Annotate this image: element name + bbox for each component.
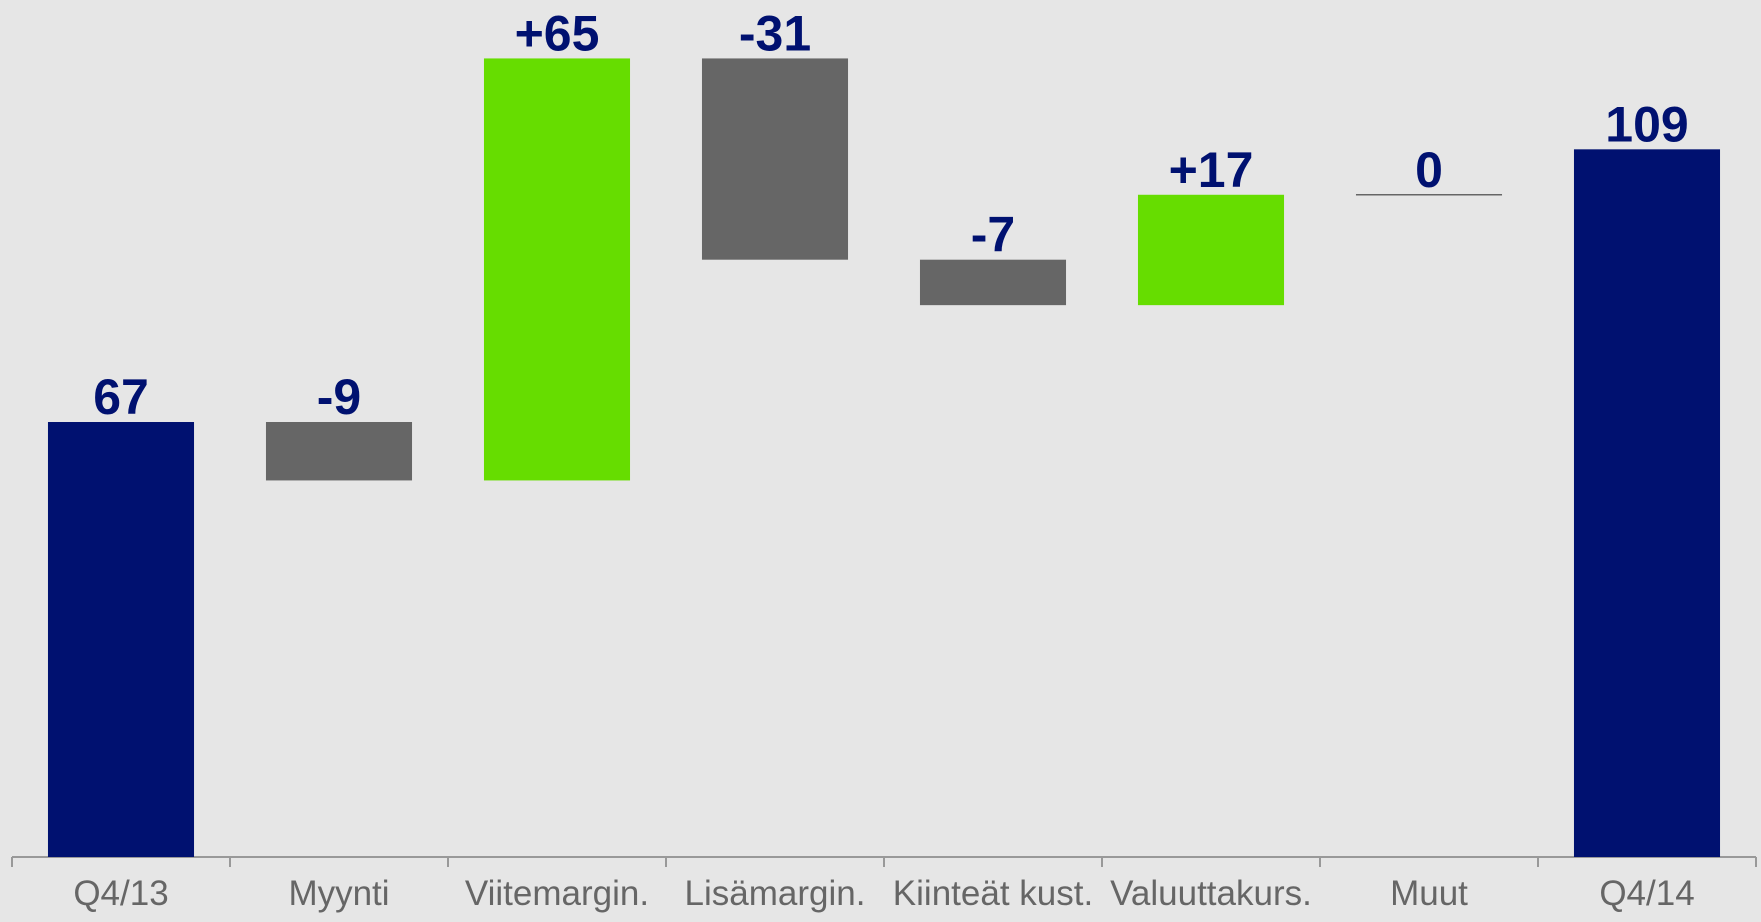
x-tick-label: Viitemargin. — [465, 874, 649, 913]
bar — [919, 259, 1067, 306]
x-tick-label: Muut — [1390, 874, 1468, 913]
x-tick-label: Q4/13 — [73, 874, 168, 913]
value-label: +65 — [515, 5, 600, 61]
value-label: -7 — [971, 207, 1015, 263]
value-label: -31 — [739, 5, 811, 61]
x-tick-label: Valuuttakurs. — [1110, 874, 1312, 913]
bar — [1137, 194, 1285, 306]
x-tick-label: Q4/14 — [1599, 874, 1694, 913]
x-tick-label: Myynti — [288, 874, 389, 913]
bar — [701, 58, 849, 260]
bar — [1573, 149, 1721, 858]
value-label: 67 — [93, 369, 149, 425]
x-tick-label: Kiinteät kust. — [893, 874, 1093, 913]
bar — [265, 422, 413, 481]
value-label: 0 — [1415, 142, 1443, 198]
value-label: 109 — [1605, 96, 1688, 152]
value-label: +17 — [1169, 142, 1254, 198]
x-tick-label: Lisämargin. — [685, 874, 866, 913]
value-label: -9 — [317, 369, 361, 425]
bar — [47, 422, 195, 857]
bar — [483, 58, 631, 481]
